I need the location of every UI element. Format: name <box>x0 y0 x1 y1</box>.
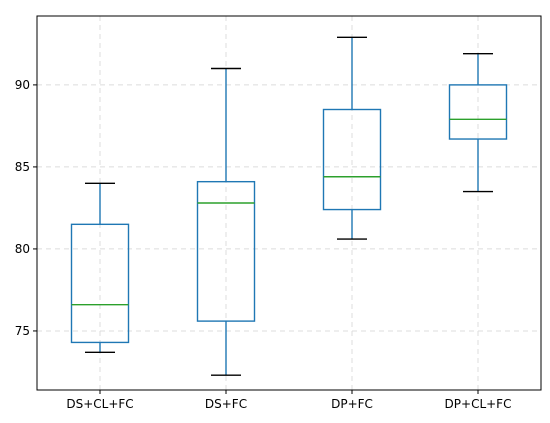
iqr-box <box>448 84 508 140</box>
y-tick-label: 75 <box>15 324 30 338</box>
grid-lines <box>37 16 541 390</box>
box-series <box>70 36 508 376</box>
x-tick-label: DS+CL+FC <box>66 397 133 411</box>
x-tick-label: DP+FC <box>331 397 373 411</box>
x-axis: DS+CL+FC DS+FC DP+FC DP+CL+FC <box>66 390 511 411</box>
x-tick-label: DS+FC <box>205 397 247 411</box>
box-4 <box>448 53 508 193</box>
box-3 <box>322 36 382 240</box>
x-tick-label: DP+CL+FC <box>445 397 512 411</box>
y-axis: 75 80 85 90 <box>15 78 37 338</box>
iqr-box <box>322 108 382 211</box>
box-2 <box>196 67 256 376</box>
plot-frame <box>36 15 542 391</box>
iqr-box <box>196 180 256 322</box>
y-tick-label: 90 <box>15 78 30 92</box>
box-1 <box>70 182 130 353</box>
y-tick-label: 85 <box>15 160 30 174</box>
y-tick-label: 80 <box>15 242 30 256</box>
iqr-box <box>70 223 130 344</box>
